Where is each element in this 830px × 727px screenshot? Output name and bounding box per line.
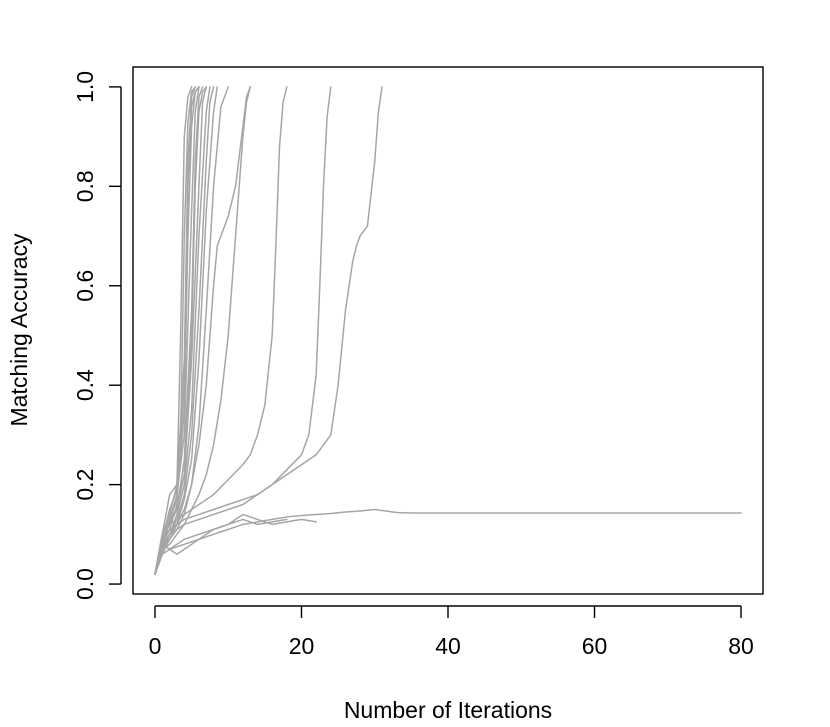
y-tick-label: 0.0 — [72, 568, 98, 600]
y-tick-label: 1.0 — [72, 71, 98, 103]
series-line-15 — [154, 86, 251, 575]
series-line-10 — [154, 86, 218, 575]
series-line-18 — [154, 86, 383, 575]
series-line-14 — [154, 86, 251, 575]
y-axis-title: Matching Accuracy — [6, 233, 32, 427]
y-tick-label: 0.6 — [72, 270, 98, 302]
plot-frame — [132, 66, 764, 595]
y-axis: 0.0 0.2 0.4 0.6 0.8 1.0 — [72, 71, 122, 600]
y-tick-label: 0.2 — [72, 469, 98, 501]
x-tick-label: 80 — [728, 633, 754, 659]
y-tick-label: 0.8 — [72, 170, 98, 202]
x-axis-title: Number of Iterations — [344, 697, 552, 723]
x-tick-label: 20 — [289, 633, 315, 659]
series-line-12 — [154, 86, 200, 575]
series-line-21 — [154, 518, 288, 575]
series-line-1 — [154, 86, 193, 575]
series-line-11 — [154, 86, 208, 575]
series-layer — [154, 86, 742, 575]
y-tick-label: 0.4 — [72, 369, 98, 401]
series-line-16 — [154, 86, 288, 575]
x-tick-label: 60 — [582, 633, 608, 659]
x-axis: 0 20 40 60 80 — [149, 605, 754, 659]
x-tick-label: 40 — [435, 633, 461, 659]
x-tick-label: 0 — [149, 633, 162, 659]
